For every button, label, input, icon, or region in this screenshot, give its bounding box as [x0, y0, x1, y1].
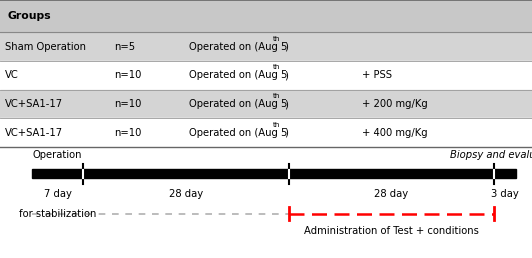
Text: 7 day: 7 day: [44, 189, 71, 199]
Bar: [32, 169, 516, 178]
Text: ): ): [284, 42, 288, 52]
Bar: [0, 90, 532, 118]
Text: n=10: n=10: [114, 128, 142, 138]
Text: Operated on (Aug 5: Operated on (Aug 5: [189, 42, 287, 52]
Text: th: th: [272, 64, 280, 70]
Text: n=10: n=10: [114, 70, 142, 80]
Text: VC: VC: [5, 70, 19, 80]
Text: Operated on (Aug 5: Operated on (Aug 5: [189, 70, 287, 80]
Text: VC+SA1-17: VC+SA1-17: [5, 128, 63, 138]
Text: ): ): [284, 70, 288, 80]
Text: th: th: [272, 36, 280, 42]
Text: th: th: [272, 93, 280, 99]
Text: Sham Operation: Sham Operation: [5, 42, 86, 52]
Text: th: th: [272, 122, 280, 128]
Text: Biopsy and evaluation: Biopsy and evaluation: [450, 150, 532, 160]
Text: + 400 mg/Kg: + 400 mg/Kg: [362, 128, 427, 138]
Text: Operated on (Aug 5: Operated on (Aug 5: [189, 99, 287, 109]
Text: VC+SA1-17: VC+SA1-17: [5, 99, 63, 109]
Text: Operation: Operation: [33, 150, 82, 160]
Text: ): ): [284, 99, 288, 109]
Text: Administration of Test + conditions: Administration of Test + conditions: [304, 226, 479, 236]
Text: ): ): [284, 128, 288, 138]
Text: Operated on (Aug 5: Operated on (Aug 5: [189, 128, 287, 138]
Bar: [0, 0, 532, 32]
Text: n=5: n=5: [114, 42, 136, 52]
Bar: [0, 32, 532, 61]
Text: n=10: n=10: [114, 99, 142, 109]
Text: for stabilization: for stabilization: [19, 209, 96, 219]
Text: 28 day: 28 day: [169, 189, 203, 199]
Text: 3 day: 3 day: [491, 189, 519, 199]
Bar: [0, 61, 532, 90]
Bar: [0, 118, 532, 147]
Text: 28 day: 28 day: [375, 189, 409, 199]
Text: Groups: Groups: [8, 11, 52, 21]
Text: + PSS: + PSS: [362, 70, 392, 80]
Text: + 200 mg/Kg: + 200 mg/Kg: [362, 99, 428, 109]
